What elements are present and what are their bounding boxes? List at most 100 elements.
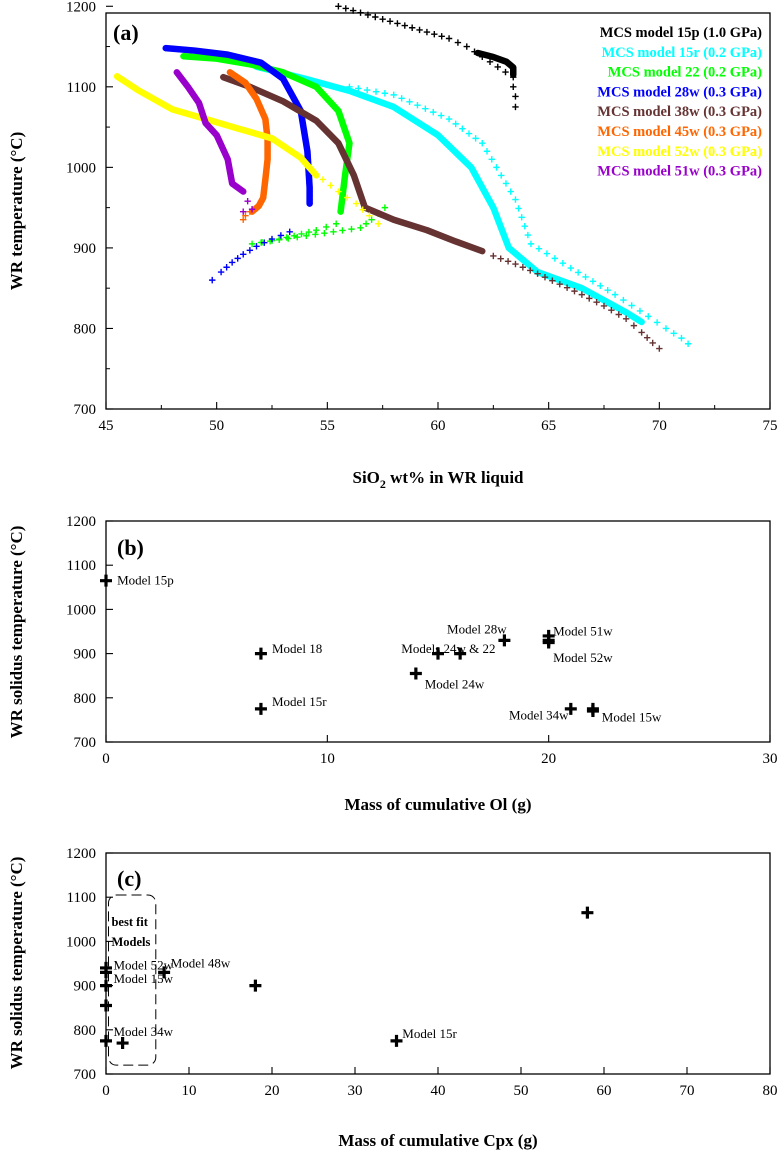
series-marker <box>379 212 386 219</box>
series-cross <box>386 18 394 25</box>
series-cross <box>567 264 574 272</box>
series-cross <box>521 222 528 230</box>
series-marker <box>209 118 216 125</box>
series-marker <box>286 102 293 109</box>
series-marker <box>349 168 356 175</box>
series-marker <box>316 120 323 127</box>
panel-a-xtick-label: 65 <box>541 418 556 434</box>
series-marker <box>592 292 599 299</box>
series-marker <box>281 143 288 150</box>
series-marker <box>249 89 256 96</box>
series-cross <box>290 232 298 240</box>
panel-a-xtick-label: 50 <box>209 418 224 434</box>
series-cross <box>364 11 372 19</box>
series-cross <box>335 3 342 10</box>
series-marker <box>219 145 226 152</box>
series-marker <box>337 143 344 150</box>
series-marker <box>133 85 140 92</box>
series-marker <box>257 132 264 139</box>
series-marker <box>465 161 472 168</box>
series-cross <box>563 284 571 291</box>
series-marker <box>227 172 234 179</box>
series-cross <box>527 240 535 248</box>
series-cross <box>390 91 397 99</box>
series-marker <box>129 83 136 90</box>
series-marker <box>239 77 246 84</box>
series-marker <box>383 213 390 220</box>
panel-a-xtick-label: 55 <box>320 418 335 434</box>
series-marker <box>431 129 438 136</box>
series-marker <box>218 142 225 149</box>
series-marker <box>390 103 397 110</box>
panel-a-xtick-label: 60 <box>431 418 446 434</box>
series-marker <box>213 55 220 62</box>
series-marker <box>500 230 507 237</box>
series-cross <box>234 255 241 262</box>
series-cross <box>541 273 549 281</box>
series-line <box>253 63 645 326</box>
series-marker <box>230 71 237 78</box>
series-marker <box>260 112 267 119</box>
panel-a-xlabel-main: SiO <box>352 468 379 487</box>
series-marker <box>379 99 386 106</box>
point-annotation: Model 15w <box>113 971 173 986</box>
series-marker <box>291 74 298 81</box>
series-marker <box>460 241 467 248</box>
legend-entry-6: MCS model 45w (0.3 GPa) <box>597 124 762 140</box>
series-cross <box>438 33 445 40</box>
series-marker <box>261 61 268 68</box>
series-cross <box>543 250 551 257</box>
series-cross <box>379 15 386 23</box>
panel-c-ticks: 0 10 20 30 40 50 60 70 80 700 800 900 1000 1100 1200 <box>66 846 778 1099</box>
series-marker <box>503 237 510 244</box>
series-marker <box>318 123 325 130</box>
series-marker <box>635 317 642 324</box>
series-cross <box>493 164 500 171</box>
best-fit-label-line2: Models <box>111 935 150 949</box>
series-cross <box>414 102 421 109</box>
series-marker <box>199 112 206 119</box>
series-marker <box>221 121 228 128</box>
data-point <box>586 705 599 718</box>
panel-b-xtick-label: 10 <box>320 751 335 767</box>
series-marker <box>337 115 344 122</box>
series-marker <box>235 125 242 132</box>
series-cross <box>507 188 514 195</box>
series-cross <box>286 228 293 235</box>
series-marker <box>372 209 379 216</box>
series-marker <box>387 102 394 109</box>
series-marker <box>187 111 194 118</box>
series-cross <box>486 58 494 66</box>
series-cross <box>366 212 373 219</box>
series-marker <box>493 211 500 218</box>
series-cross <box>600 302 608 310</box>
series-marker <box>512 250 519 257</box>
series-marker <box>146 93 153 100</box>
series-marker <box>474 175 481 182</box>
series-cross <box>437 112 445 119</box>
series-marker <box>480 186 487 193</box>
series-marker <box>236 185 243 192</box>
series-marker <box>302 136 309 143</box>
series-cross <box>352 200 360 207</box>
panel-b-ytick-label: 700 <box>74 735 97 751</box>
series-marker <box>280 69 287 76</box>
legend-entry-5: MCS model 38w (0.3 GPa) <box>597 104 762 120</box>
series-cross <box>408 24 416 31</box>
series-marker <box>327 131 334 138</box>
series-marker <box>180 109 187 116</box>
series-marker <box>335 107 342 114</box>
panel-b-ylabel: WR solidus temperature (°C) <box>7 526 26 739</box>
series-cross <box>638 329 645 336</box>
series-marker <box>369 207 376 214</box>
series-marker <box>355 186 362 193</box>
series-cross <box>372 13 379 21</box>
series-marker <box>299 120 306 127</box>
series-marker <box>293 106 300 113</box>
series-marker <box>484 193 491 200</box>
series-marker <box>264 64 271 71</box>
series-cross <box>574 269 582 276</box>
series-marker <box>322 81 329 88</box>
series-cross <box>512 93 519 100</box>
